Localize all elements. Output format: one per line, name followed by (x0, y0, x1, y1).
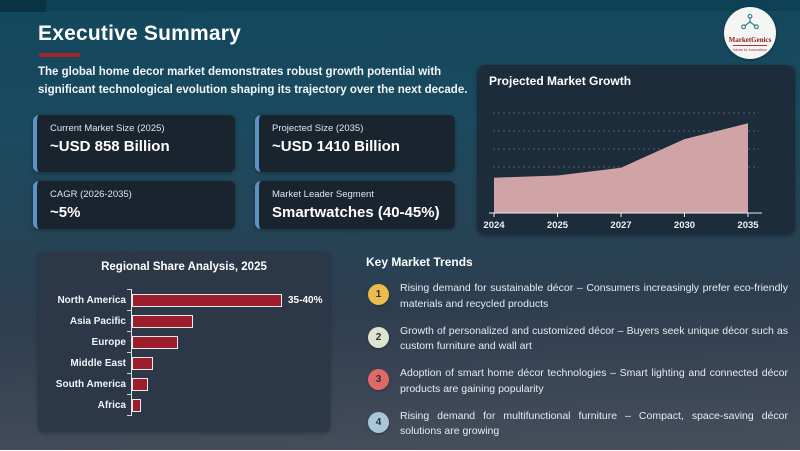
trend-text: Rising demand for multifunctional furnit… (400, 409, 788, 438)
trend-item: 3 Adoption of smart home décor technolog… (366, 366, 796, 398)
bar-annotation: 35-40% (288, 295, 323, 306)
regional-chart-title: Regional Share Analysis, 2025 (101, 261, 267, 273)
svg-text:2027: 2027 (610, 220, 631, 231)
trend-number-badge: 1 (368, 284, 389, 305)
regional-category-labels: North America Asia Pacific Europe Middle… (40, 290, 126, 416)
category-label: Middle East (70, 358, 126, 369)
regional-bar-chart: 35-40% (127, 289, 328, 416)
category-label: South America (55, 379, 126, 390)
stat-card-cagr: CAGR (2026-2035) ~5% (33, 181, 235, 229)
trend-item: 2 Growth of personalized and customized … (366, 324, 796, 356)
svg-text:2030: 2030 (674, 220, 695, 231)
bar-asia-pacific (132, 315, 194, 328)
trend-item: 4 Rising demand for multifunctional furn… (366, 409, 796, 441)
stat-card-label: Projected Size (2035) (272, 123, 364, 134)
bar-middle-east (132, 357, 154, 370)
bar-africa (132, 399, 142, 412)
company-logo: MarketGenics Ideas to Innovation (724, 7, 776, 59)
svg-text:2024: 2024 (483, 220, 505, 231)
svg-text:2025: 2025 (547, 220, 569, 231)
category-label: Asia Pacific (69, 316, 126, 327)
stat-card-label: Current Market Size (2025) (50, 123, 165, 134)
stat-card-market-leader: Market Leader Segment Smartwatches (40-4… (255, 181, 455, 229)
bar-row (127, 331, 328, 353)
stat-card-current-market-size: Current Market Size (2025) ~USD 858 Bill… (33, 115, 235, 172)
bar-europe (132, 336, 178, 349)
svg-text:2035: 2035 (737, 220, 759, 231)
title-underline (39, 53, 80, 57)
trend-text: Adoption of smart home décor technologie… (400, 367, 788, 395)
bar-row (127, 373, 328, 395)
regional-share-panel: Regional Share Analysis, 2025 North Amer… (38, 252, 330, 432)
trend-text: Rising demand for sustainable décor – Co… (400, 282, 788, 310)
trend-number-badge: 3 (368, 369, 389, 390)
growth-chart-title: Projected Market Growth (489, 74, 632, 88)
category-label: North America (57, 295, 126, 306)
stat-card-value: Smartwatches (40-45%) (272, 204, 440, 221)
projected-market-growth-panel: Projected Market Growth 2024 2025 2027 2030… (477, 65, 795, 235)
bar-row (127, 352, 328, 374)
growth-area-chart: 2024 2025 2027 2030 2035 (483, 112, 762, 231)
page-title: Executive Summary (38, 22, 242, 45)
stat-card-value: ~USD 1410 Billion (272, 138, 400, 155)
top-accent-strip (0, 0, 800, 11)
bar-row (127, 310, 328, 332)
trend-number-badge: 2 (368, 326, 389, 348)
bar-row: 35-40% (127, 289, 328, 311)
bar-south-america (132, 378, 149, 391)
key-market-trends: Key Market Trends 1 Rising demand for su… (366, 255, 796, 451)
page-subtitle: The global home decor market demonstrate… (38, 66, 468, 96)
stat-card-grid: Current Market Size (2025) ~USD 858 Bill… (33, 115, 455, 229)
stat-card-label: Market Leader Segment (272, 189, 374, 200)
stat-card-projected-size: Projected Size (2035) ~USD 1410 Billion (255, 115, 455, 172)
trend-item: 1 Rising demand for sustainable décor – … (366, 281, 796, 313)
stat-card-label: CAGR (2026-2035) (50, 189, 132, 200)
stat-card-value: ~5% (50, 204, 81, 221)
trend-number-badge: 4 (368, 411, 389, 433)
bar-north-america (132, 294, 282, 307)
top-accent-strip-cap (0, 0, 46, 12)
stat-card-value: ~USD 858 Billion (50, 138, 170, 155)
trend-text: Growth of personalized and customized dé… (400, 324, 788, 353)
category-label: Europe (91, 337, 126, 348)
logo-name: MarketGenics (728, 36, 772, 44)
category-label: Africa (97, 400, 126, 411)
trends-title: Key Market Trends (366, 255, 473, 269)
bar-row (127, 394, 328, 416)
molecule-icon (740, 13, 760, 35)
logo-tagline: Ideas to Innovation (733, 45, 767, 52)
